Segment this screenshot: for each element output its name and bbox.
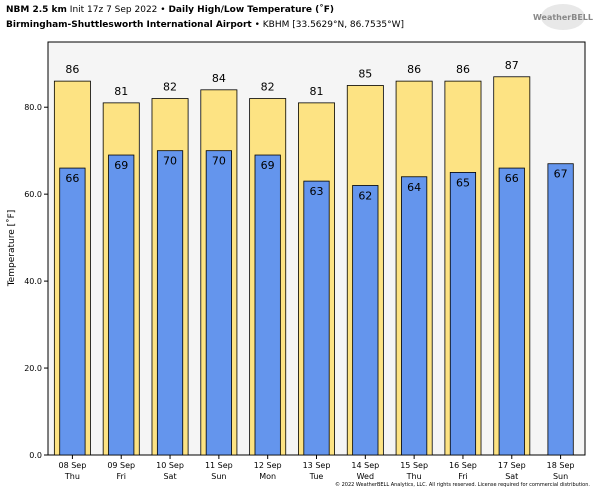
x-tick-label: 10 Sep bbox=[156, 461, 184, 470]
y-tick-label: 40.0 bbox=[24, 277, 42, 286]
x-tick-label: Thu bbox=[64, 472, 80, 481]
value-label: 84 bbox=[212, 72, 226, 85]
x-tick-label: Thu bbox=[406, 472, 422, 481]
station: • KBHM [33.5629°N, 86.7535°W] bbox=[255, 20, 404, 30]
value-label: 86 bbox=[456, 63, 470, 76]
value-label: 87 bbox=[505, 59, 519, 72]
bar bbox=[449, 172, 477, 456]
x-tick-label: Sat bbox=[163, 472, 176, 481]
x-tick-label: 12 Sep bbox=[254, 461, 282, 470]
x-tick-label: Sun bbox=[211, 472, 226, 481]
y-tick-label: 0.0 bbox=[29, 451, 42, 460]
bar bbox=[303, 180, 330, 456]
value-label: 81 bbox=[310, 85, 324, 98]
x-tick-label: 13 Sep bbox=[303, 461, 331, 470]
value-label: 66 bbox=[65, 172, 79, 185]
bar bbox=[108, 154, 135, 456]
value-label: 82 bbox=[163, 81, 177, 94]
bar bbox=[547, 163, 574, 456]
value-label: 65 bbox=[456, 176, 470, 189]
bar bbox=[498, 167, 525, 456]
x-tick-label: 11 Sep bbox=[205, 461, 233, 470]
value-label: 70 bbox=[212, 155, 226, 168]
x-tick-label: 09 Sep bbox=[107, 461, 135, 470]
value-label: 64 bbox=[407, 181, 421, 194]
x-tick-label: 08 Sep bbox=[59, 461, 87, 470]
bar bbox=[401, 176, 428, 456]
y-axis-label: Temperature [˚F] bbox=[6, 210, 17, 288]
y-tick-label: 60.0 bbox=[24, 190, 42, 199]
bar bbox=[156, 150, 184, 456]
x-tick-label: Mon bbox=[259, 472, 276, 481]
value-label: 66 bbox=[505, 172, 519, 185]
footer: © 2022 WeatherBELL Analytics, LLC. All r… bbox=[335, 481, 590, 488]
x-tick-label: Sun bbox=[553, 472, 568, 481]
bar bbox=[254, 154, 281, 456]
value-label: 81 bbox=[114, 85, 128, 98]
y-tick-label: 80.0 bbox=[24, 103, 42, 112]
chart-title: NBM 2.5 km Init 17z 7 Sep 2022 • Daily H… bbox=[6, 4, 334, 15]
value-label: 63 bbox=[310, 185, 324, 198]
chart-subtitle: Birmingham-Shuttlesworth International A… bbox=[6, 20, 404, 30]
value-label: 69 bbox=[261, 159, 275, 172]
bar bbox=[352, 185, 379, 456]
title: Daily High/Low Temperature (˚F) bbox=[168, 4, 334, 15]
logo-badge bbox=[541, 4, 585, 30]
x-tick-label: 15 Sep bbox=[400, 461, 428, 470]
logo: WeatherBELL bbox=[533, 13, 593, 22]
value-label: 82 bbox=[261, 81, 275, 94]
x-tick-label: Wed bbox=[357, 472, 374, 481]
x-tick-label: Fri bbox=[116, 472, 126, 481]
x-tick-label: 14 Sep bbox=[351, 461, 379, 470]
x-tick-label: Fri bbox=[458, 472, 468, 481]
x-tick-label: 17 Sep bbox=[498, 461, 526, 470]
bar bbox=[205, 150, 232, 456]
location: Birmingham-Shuttlesworth International A… bbox=[6, 20, 252, 30]
x-tick-label: 16 Sep bbox=[449, 461, 477, 470]
y-tick-label: 20.0 bbox=[24, 364, 42, 373]
bar bbox=[59, 167, 86, 456]
value-label: 85 bbox=[358, 67, 372, 80]
value-label: 86 bbox=[65, 63, 79, 76]
x-tick-label: 18 Sep bbox=[547, 461, 575, 470]
value-label: 69 bbox=[114, 159, 128, 172]
model: NBM 2.5 km bbox=[6, 5, 67, 15]
value-label: 67 bbox=[554, 168, 568, 181]
value-label: 86 bbox=[407, 63, 421, 76]
x-tick-label: Tue bbox=[309, 472, 324, 481]
value-label: 70 bbox=[163, 155, 177, 168]
x-tick-label: Sat bbox=[505, 472, 518, 481]
init: Init 17z 7 Sep 2022 • bbox=[70, 5, 166, 15]
value-label: 62 bbox=[358, 189, 372, 202]
